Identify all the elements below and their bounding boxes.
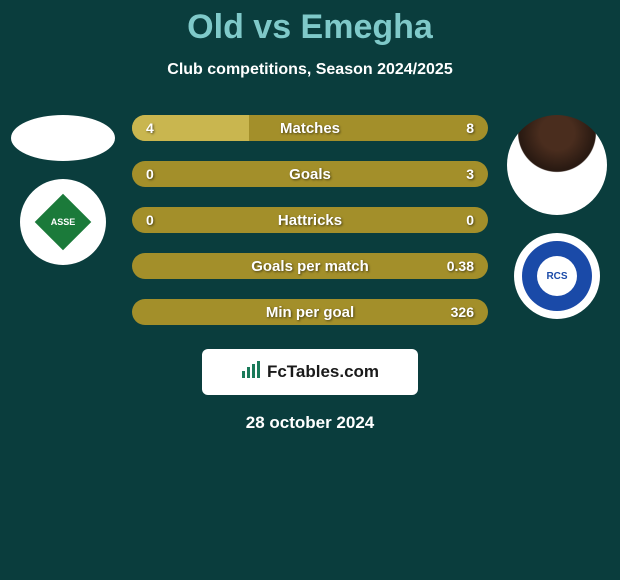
main-row: 4 Matches 8 0 Goals 3 0 Hattricks 0	[0, 115, 620, 325]
date-text: 28 october 2024	[0, 413, 620, 433]
stat-label: Matches	[280, 120, 340, 137]
stat-right-value: 326	[451, 304, 474, 320]
stat-label: Min per goal	[266, 304, 354, 321]
stat-row-hattricks: 0 Hattricks 0	[132, 207, 488, 233]
stat-label: Goals	[289, 166, 331, 183]
watermark: FcTables.com	[202, 349, 418, 395]
watermark-text: FcTables.com	[267, 362, 379, 382]
stat-left-value: 0	[146, 166, 154, 182]
stat-row-goals: 0 Goals 3	[132, 161, 488, 187]
stat-label: Hattricks	[278, 212, 342, 229]
right-club-badge	[514, 233, 600, 319]
stat-row-matches: 4 Matches 8	[132, 115, 488, 141]
right-column	[502, 115, 612, 319]
stat-row-goals-per-match: Goals per match 0.38	[132, 253, 488, 279]
left-club-badge	[20, 179, 106, 265]
subtitle: Club competitions, Season 2024/2025	[0, 61, 620, 79]
stat-left-value: 0	[146, 212, 154, 228]
left-column	[8, 115, 118, 265]
stat-bars: 4 Matches 8 0 Goals 3 0 Hattricks 0	[132, 115, 488, 325]
rcs-crest-icon	[522, 241, 592, 311]
asse-crest-icon	[27, 186, 99, 258]
stat-right-value: 0	[466, 212, 474, 228]
comparison-card: Old vs Emegha Club competitions, Season …	[0, 0, 620, 433]
stat-right-value: 8	[466, 120, 474, 136]
stat-right-value: 0.38	[447, 258, 474, 274]
stat-row-min-per-goal: Min per goal 326	[132, 299, 488, 325]
stat-right-value: 3	[466, 166, 474, 182]
right-player-avatar	[507, 115, 607, 215]
left-player-avatar	[11, 115, 115, 161]
stat-label: Goals per match	[251, 258, 369, 275]
page-title: Old vs Emegha	[0, 8, 620, 47]
chart-bars-icon	[241, 361, 261, 384]
stat-left-value: 4	[146, 120, 154, 136]
